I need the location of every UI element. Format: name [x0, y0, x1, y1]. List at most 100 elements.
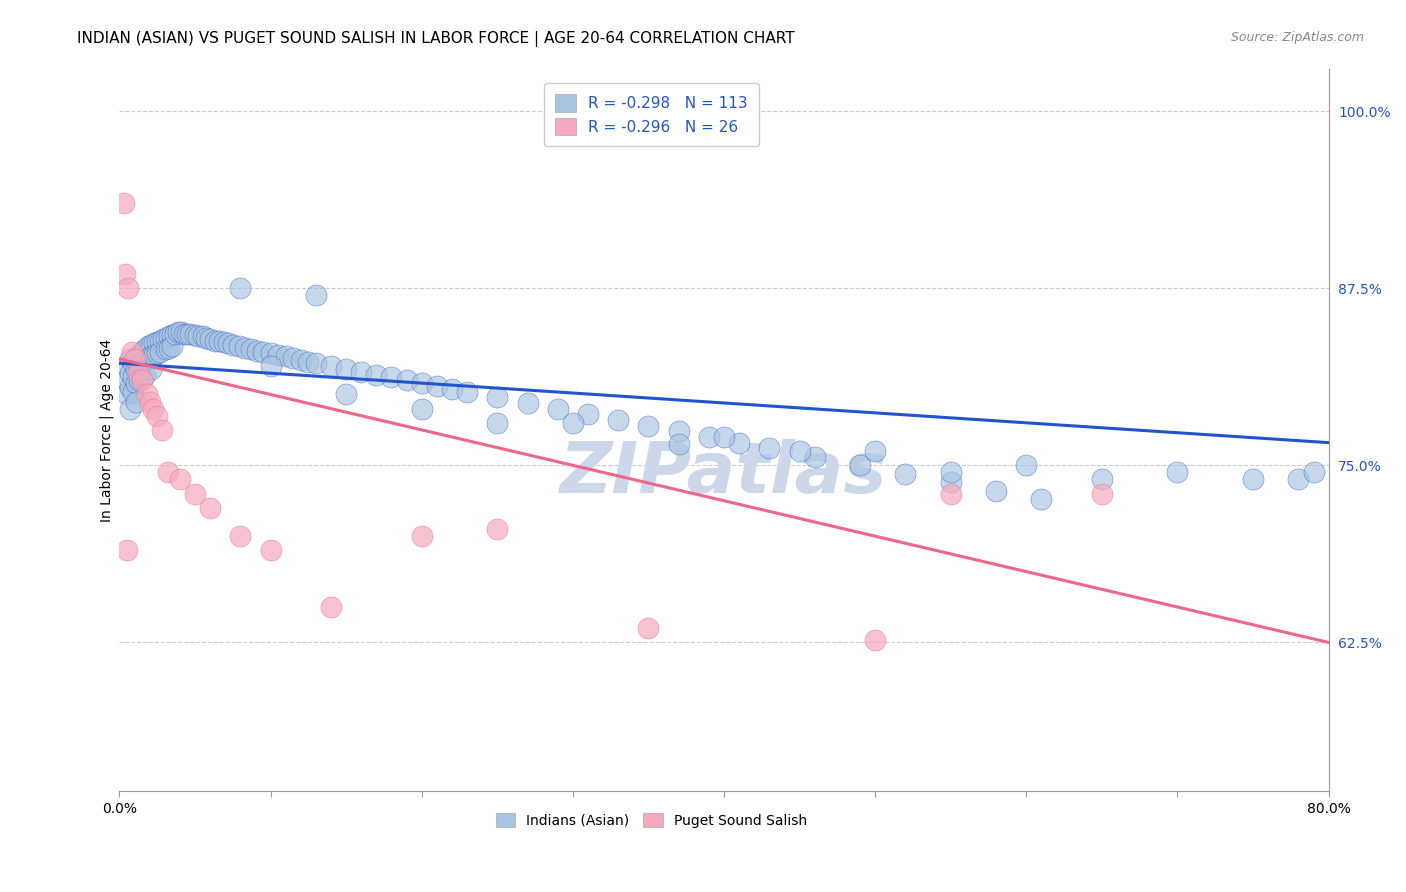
Point [697, 430, 720, 444]
Point [135, 387, 157, 401]
Point [115, 387, 138, 401]
Point [305, 288, 328, 302]
Point [146, 334, 169, 349]
Point [134, 342, 156, 356]
Point [863, 444, 886, 458]
Point [290, 353, 312, 368]
Point [141, 362, 163, 376]
Legend: Indians (Asian), Puget Sound Salish: Indians (Asian), Puget Sound Salish [489, 806, 814, 835]
Point [146, 346, 169, 360]
Point [118, 380, 141, 394]
Point [1302, 466, 1324, 480]
Point [118, 401, 141, 416]
Point [191, 329, 214, 343]
Point [204, 334, 226, 348]
Point [274, 349, 297, 363]
Point [456, 384, 478, 399]
Point [157, 329, 180, 343]
Point [259, 346, 281, 360]
Point [803, 450, 825, 464]
Point [229, 281, 252, 295]
Point [143, 348, 166, 362]
Point [179, 326, 201, 341]
Point [1091, 473, 1114, 487]
Point [1241, 473, 1264, 487]
Point [366, 368, 388, 382]
Point [939, 486, 962, 500]
Point [128, 348, 150, 362]
Point [1166, 466, 1188, 480]
Point [305, 356, 328, 370]
Point [124, 352, 146, 367]
Point [335, 387, 357, 401]
Point [1015, 458, 1038, 473]
Point [516, 396, 538, 410]
Point [283, 351, 305, 365]
Point [115, 373, 138, 387]
Point [939, 475, 962, 490]
Point [259, 543, 281, 558]
Point [131, 370, 153, 384]
Point [728, 435, 751, 450]
Point [162, 339, 184, 353]
Point [149, 334, 172, 348]
Point [143, 336, 166, 351]
Point [411, 401, 433, 416]
Text: INDIAN (ASIAN) VS PUGET SOUND SALISH IN LABOR FORCE | AGE 20-64 CORRELATION CHAR: INDIAN (ASIAN) VS PUGET SOUND SALISH IN … [77, 31, 794, 47]
Point [157, 341, 180, 355]
Point [128, 359, 150, 373]
Point [208, 334, 231, 348]
Point [170, 325, 193, 339]
Point [134, 353, 156, 368]
Point [112, 196, 135, 211]
Point [239, 342, 262, 356]
Point [122, 370, 145, 384]
Point [136, 339, 159, 353]
Point [121, 345, 143, 359]
Point [138, 394, 160, 409]
Point [259, 359, 281, 373]
Point [134, 368, 156, 382]
Point [246, 343, 269, 358]
Text: Source: ZipAtlas.com: Source: ZipAtlas.com [1230, 31, 1364, 45]
Point [176, 326, 198, 341]
Point [668, 437, 690, 451]
Point [758, 442, 780, 456]
Point [155, 331, 177, 345]
Point [713, 430, 735, 444]
Point [194, 331, 217, 345]
Point [576, 407, 599, 421]
Point [212, 334, 235, 349]
Point [125, 394, 148, 409]
Point [319, 600, 342, 615]
Point [222, 338, 245, 352]
Point [198, 500, 221, 515]
Point [118, 366, 141, 380]
Point [561, 416, 583, 430]
Point [229, 529, 252, 543]
Point [486, 522, 509, 536]
Point [128, 373, 150, 387]
Point [486, 416, 509, 430]
Point [319, 359, 342, 373]
Point [411, 376, 433, 391]
Point [411, 529, 433, 543]
Point [115, 543, 138, 558]
Point [233, 341, 256, 355]
Point [486, 390, 509, 404]
Point [395, 373, 418, 387]
Point [1031, 492, 1053, 507]
Point [127, 366, 149, 380]
Point [117, 281, 139, 295]
Point [380, 370, 402, 384]
Point [267, 348, 290, 362]
Point [440, 382, 463, 396]
Text: ZIPatlas: ZIPatlas [561, 439, 887, 508]
Point [637, 621, 659, 635]
Point [131, 373, 153, 387]
Point [162, 327, 184, 342]
Point [198, 332, 221, 346]
Point [167, 325, 190, 339]
Point [252, 345, 274, 359]
Point [849, 458, 872, 473]
